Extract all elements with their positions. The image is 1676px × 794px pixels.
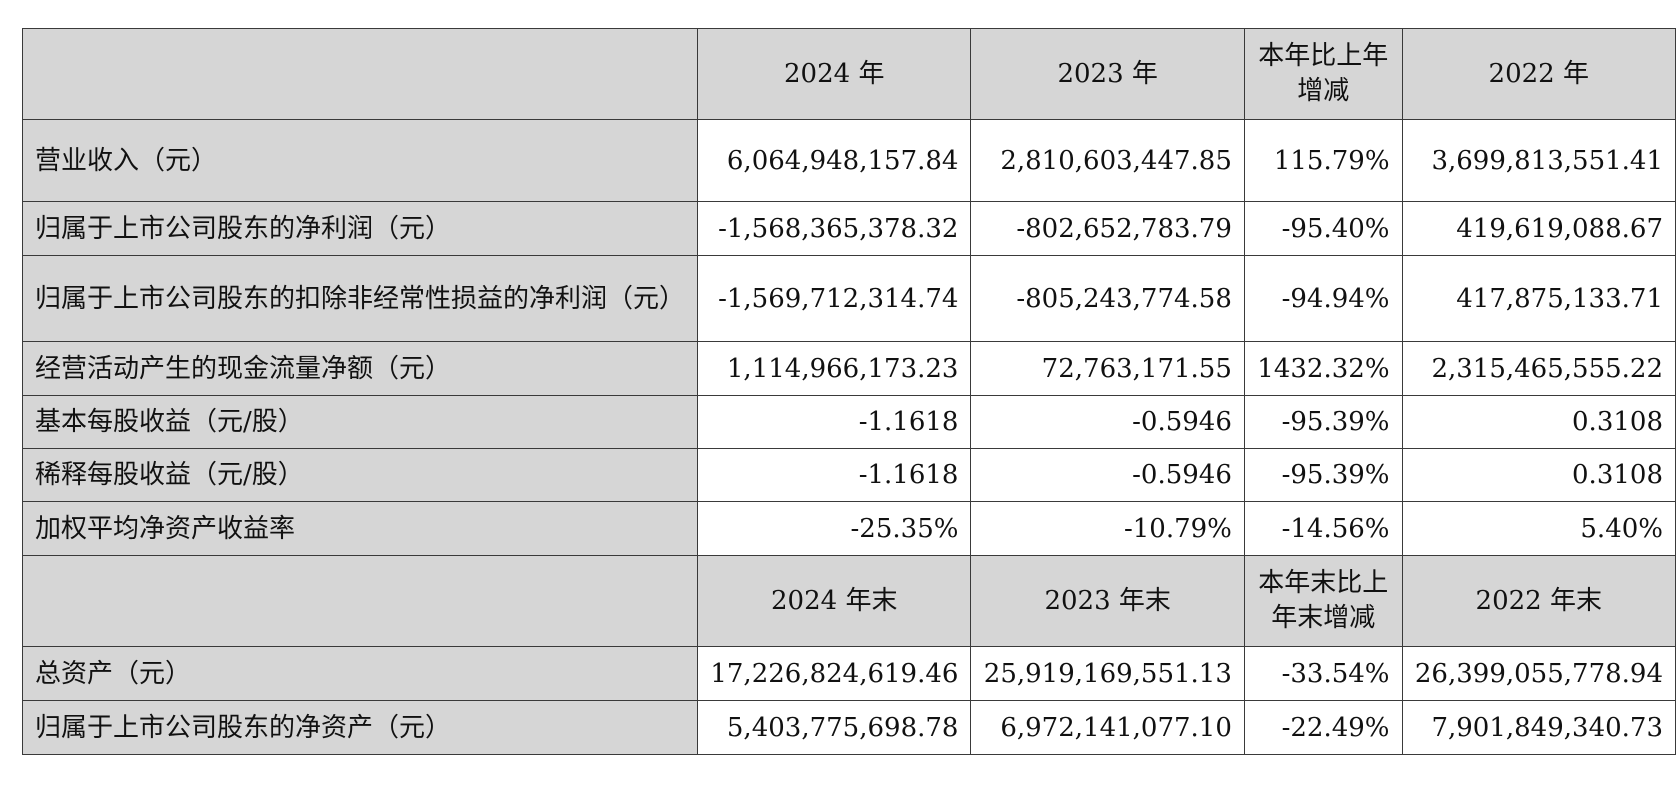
table-row: 经营活动产生的现金流量净额（元） 1,114,966,173.23 72,763… — [21, 341, 1676, 396]
value-2023: 72,763,171.55 — [970, 341, 1245, 396]
row-label: 归属于上市公司股东的扣除非经常性损益的净利润（元） — [21, 255, 699, 342]
value-2024: -1,569,712,314.74 — [697, 255, 972, 342]
row-label: 归属于上市公司股东的净资产（元） — [21, 700, 699, 755]
value-2023: -0.5946 — [970, 395, 1245, 449]
table-row: 稀释每股收益（元/股） -1.1618 -0.5946 -95.39% 0.31… — [21, 448, 1676, 502]
value-change: -95.40% — [1243, 201, 1403, 256]
header-row-annual: 2024 年 2023 年 本年比上年增减 2022 年 — [21, 28, 1676, 120]
value-2023: -802,652,783.79 — [970, 201, 1245, 256]
value-2024: 1,114,966,173.23 — [697, 341, 972, 396]
value-2022: 26,399,055,778.94 — [1401, 646, 1676, 701]
row-label: 加权平均净资产收益率 — [21, 501, 699, 556]
value-2022: 417,875,133.71 — [1401, 255, 1676, 342]
value-2022: 0.3108 — [1401, 448, 1676, 502]
value-change: -14.56% — [1243, 501, 1403, 556]
value-2024: 5,403,775,698.78 — [697, 700, 972, 755]
financial-summary-table: 2024 年 2023 年 本年比上年增减 2022 年 营业收入（元） 6,0… — [21, 28, 1676, 755]
table-row: 归属于上市公司股东的净资产（元） 5,403,775,698.78 6,972,… — [21, 700, 1676, 755]
value-2024: -1.1618 — [697, 395, 972, 449]
header-2024-end: 2024 年末 — [697, 555, 972, 647]
row-label: 稀释每股收益（元/股） — [21, 448, 699, 502]
table-row: 归属于上市公司股东的扣除非经常性损益的净利润（元） -1,569,712,314… — [21, 255, 1676, 342]
header-2022-end: 2022 年末 — [1401, 555, 1676, 647]
value-change: -95.39% — [1243, 448, 1403, 502]
header-2023-end: 2023 年末 — [970, 555, 1245, 647]
header-corner — [21, 555, 699, 647]
value-change: -33.54% — [1243, 646, 1403, 701]
value-2022: 2,315,465,555.22 — [1401, 341, 1676, 396]
value-2024: -1.1618 — [697, 448, 972, 502]
value-2022: 3,699,813,551.41 — [1401, 119, 1676, 202]
header-2024: 2024 年 — [697, 28, 972, 120]
value-2023: -10.79% — [970, 501, 1245, 556]
value-2024: 17,226,824,619.46 — [697, 646, 972, 701]
value-2022: 5.40% — [1401, 501, 1676, 556]
value-2024: -1,568,365,378.32 — [697, 201, 972, 256]
header-2022: 2022 年 — [1401, 28, 1676, 120]
value-2023: 25,919,169,551.13 — [970, 646, 1245, 701]
table-row: 基本每股收益（元/股） -1.1618 -0.5946 -95.39% 0.31… — [21, 395, 1676, 449]
value-2022: 7,901,849,340.73 — [1401, 700, 1676, 755]
value-change: -95.39% — [1243, 395, 1403, 449]
value-2024: 6,064,948,157.84 — [697, 119, 972, 202]
header-row-year-end: 2024 年末 2023 年末 本年末比上年末增减 2022 年末 — [21, 555, 1676, 647]
row-label: 经营活动产生的现金流量净额（元） — [21, 341, 699, 396]
value-change: 1432.32% — [1243, 341, 1403, 396]
value-change: -22.49% — [1243, 700, 1403, 755]
value-2023: 2,810,603,447.85 — [970, 119, 1245, 202]
value-2023: -0.5946 — [970, 448, 1245, 502]
header-2023: 2023 年 — [970, 28, 1245, 120]
header-change: 本年比上年增减 — [1243, 28, 1403, 120]
row-label: 总资产（元） — [21, 646, 699, 701]
value-2023: -805,243,774.58 — [970, 255, 1245, 342]
row-label: 营业收入（元） — [21, 119, 699, 202]
value-2022: 0.3108 — [1401, 395, 1676, 449]
row-label: 归属于上市公司股东的净利润（元） — [21, 201, 699, 256]
value-2022: 419,619,088.67 — [1401, 201, 1676, 256]
table-row: 总资产（元） 17,226,824,619.46 25,919,169,551.… — [21, 646, 1676, 701]
value-change: 115.79% — [1243, 119, 1403, 202]
value-2024: -25.35% — [697, 501, 972, 556]
header-corner — [21, 28, 699, 120]
value-2023: 6,972,141,077.10 — [970, 700, 1245, 755]
table-row: 归属于上市公司股东的净利润（元） -1,568,365,378.32 -802,… — [21, 201, 1676, 256]
table-row: 加权平均净资产收益率 -25.35% -10.79% -14.56% 5.40% — [21, 501, 1676, 556]
header-change-end: 本年末比上年末增减 — [1243, 555, 1403, 647]
table-row: 营业收入（元） 6,064,948,157.84 2,810,603,447.8… — [21, 119, 1676, 202]
row-label: 基本每股收益（元/股） — [21, 395, 699, 449]
value-change: -94.94% — [1243, 255, 1403, 342]
